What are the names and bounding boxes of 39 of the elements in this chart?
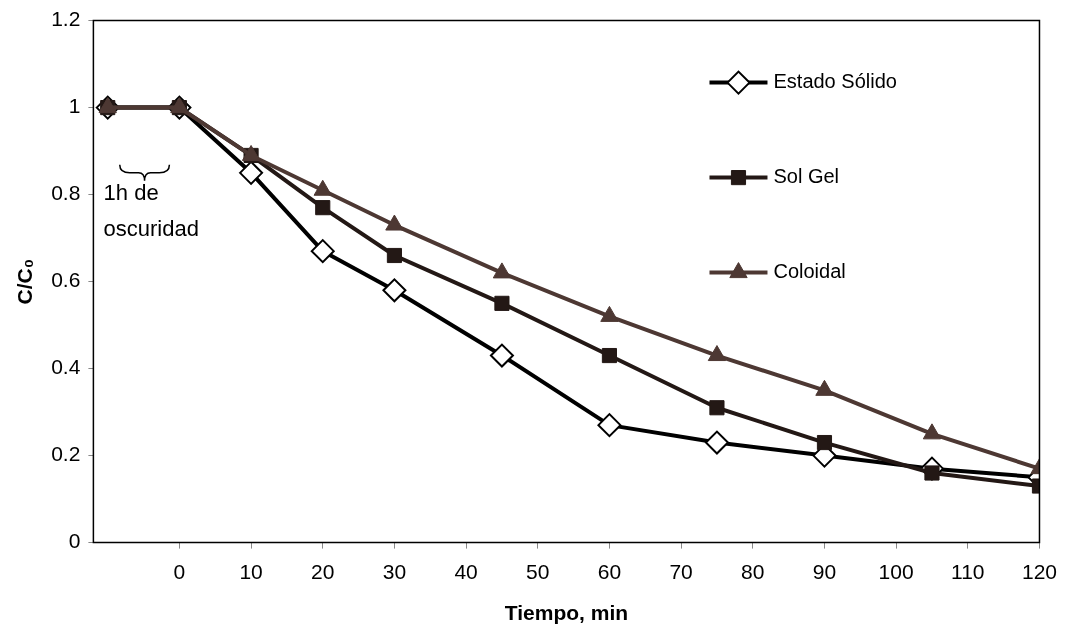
point	[707, 345, 727, 362]
point	[315, 200, 331, 216]
y-tick-label: 0	[68, 529, 81, 553]
point	[709, 400, 725, 416]
point	[597, 413, 622, 438]
y-axis-title: C/C₀	[13, 258, 37, 305]
x-tick-label: 50	[526, 560, 550, 583]
point	[239, 160, 264, 185]
x-tick-label: 40	[454, 560, 478, 583]
x-tick-label: 20	[311, 560, 335, 583]
point	[386, 247, 402, 264]
x-tick-label: 0	[173, 560, 186, 583]
legend-label: Sol Gel	[773, 165, 840, 188]
x-tick-label: 10	[239, 560, 263, 583]
point	[704, 430, 729, 455]
x-tick-label: 90	[812, 560, 837, 583]
y-tick-label: 1.2	[51, 7, 81, 31]
point	[494, 295, 510, 311]
legend-label: Coloidal	[773, 260, 846, 283]
x-tick-label: 30	[382, 560, 407, 583]
x-tick-label: 70	[669, 560, 693, 583]
annotation: 1h de oscuridad	[103, 179, 199, 241]
point	[816, 434, 833, 451]
point	[601, 347, 618, 364]
y-tick-label: 0.8	[51, 181, 81, 205]
y-tick-label: 1	[68, 94, 81, 118]
x-tick-label: 120	[1021, 560, 1057, 583]
x-tick-label: 60	[597, 560, 622, 583]
y-tick-label: 0.4	[51, 355, 81, 379]
point	[382, 278, 407, 303]
x-tick-label: 80	[741, 560, 765, 583]
y-tick-label: 0.6	[51, 268, 81, 292]
legend-label: Estado Sólido	[773, 70, 897, 93]
y-tick-label: 0.2	[51, 442, 81, 466]
x-axis-title: Tiempo, min	[504, 601, 629, 625]
x-tick-label: 110	[951, 560, 985, 583]
point	[310, 239, 335, 264]
x-tick-label: 100	[878, 560, 914, 583]
point	[489, 343, 514, 368]
